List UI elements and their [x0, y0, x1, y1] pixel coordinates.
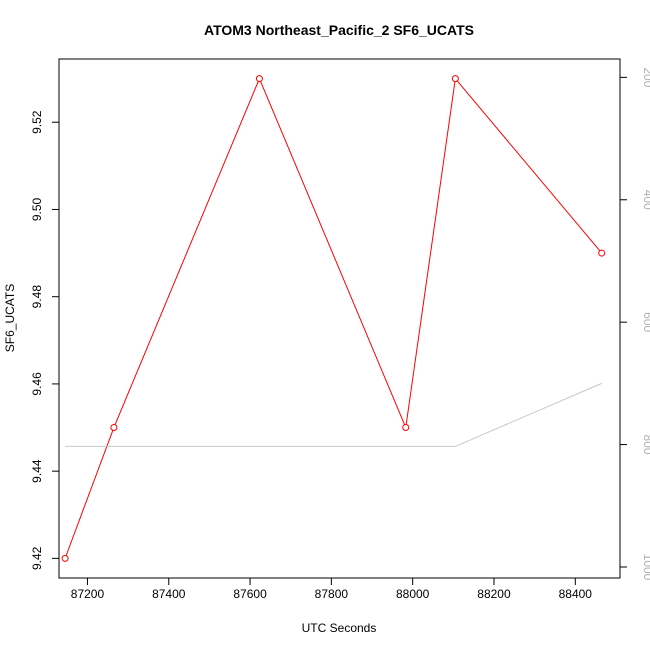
data-point: [451, 75, 459, 83]
x-tick-label: 87800: [315, 587, 349, 601]
x-tick-label: 87200: [71, 587, 105, 601]
y-tick-label: 9.48: [30, 285, 44, 309]
y2-tick-label: 600: [641, 312, 650, 332]
y-tick-label: 9.52: [30, 110, 44, 134]
y-axis: 9.42 9.44 9.46 9.48 9.50 9.52: [30, 110, 60, 570]
data-point: [255, 75, 263, 83]
secondary-series-line: [65, 382, 602, 447]
data-point: [598, 249, 606, 257]
x-axis: 87200 87400 87600 87800 88000 88200 88400: [71, 577, 593, 601]
x-tick-label: 87400: [152, 587, 186, 601]
data-point: [402, 424, 410, 432]
x-tick-label: 88000: [396, 587, 430, 601]
data-point: [61, 554, 69, 562]
x-tick-label: 87600: [233, 587, 267, 601]
primary-series-line: [64, 77, 603, 559]
y-tick-label: 9.46: [30, 372, 44, 396]
y2-tick-label: 1000: [641, 554, 650, 581]
y-tick-label: 9.44: [30, 459, 44, 483]
series-layer: [61, 75, 606, 562]
plot-frame: [58, 58, 621, 579]
y2-tick-label: 200: [641, 67, 650, 87]
y2-tick-label: 800: [641, 435, 650, 455]
y2-tick-label: 400: [641, 190, 650, 210]
data-point: [110, 424, 118, 432]
chart-title: ATOM3 Northeast_Pacific_2 SF6_UCATS: [204, 22, 474, 38]
x-axis-label: UTC Seconds: [302, 621, 377, 635]
y-tick-label: 9.50: [30, 197, 44, 221]
y-tick-label: 9.42: [30, 546, 44, 570]
y2-axis-right: 200 400 600 800 1000: [619, 67, 650, 581]
y-axis-label: SF6_UCATS: [3, 284, 17, 352]
x-tick-label: 88200: [477, 587, 511, 601]
x-tick-label: 88400: [559, 587, 593, 601]
